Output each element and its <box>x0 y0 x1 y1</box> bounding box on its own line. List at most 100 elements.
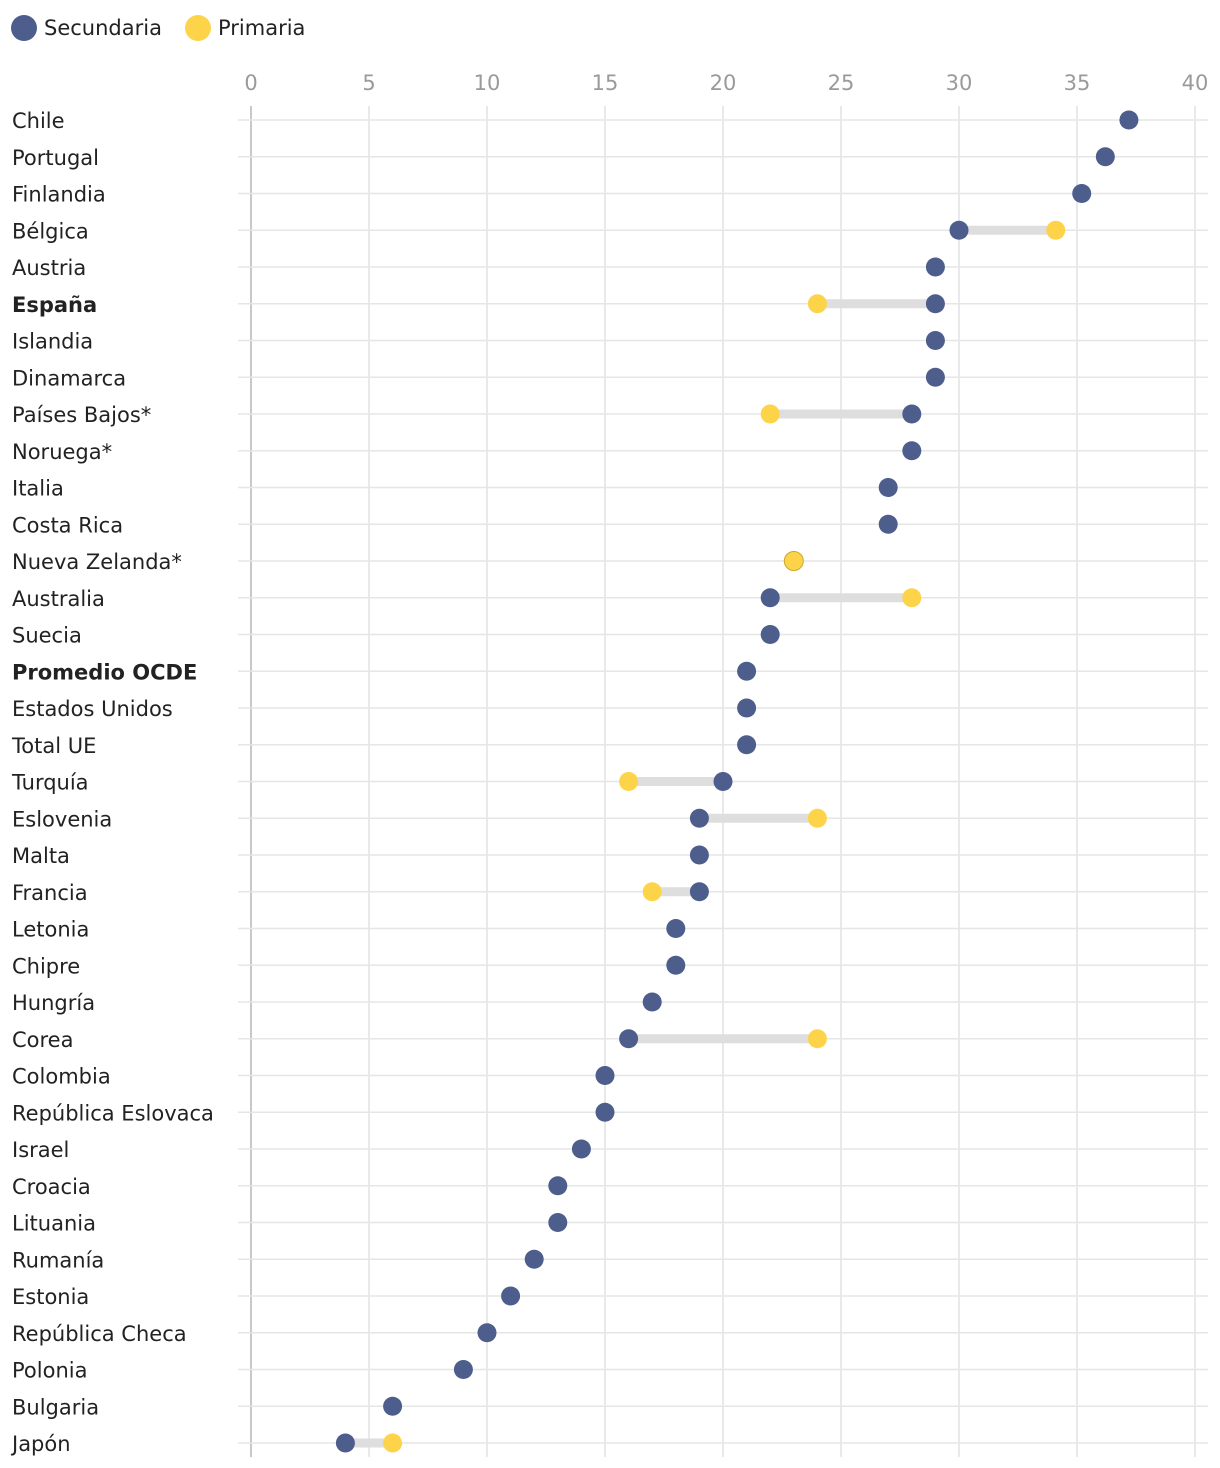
dot-secundaria <box>1095 147 1115 167</box>
tick-label-5: 5 <box>362 71 375 95</box>
dot-secundaria <box>902 404 922 424</box>
table-row: Polonia <box>12 1359 1208 1383</box>
table-row: Rumanía <box>12 1248 1208 1272</box>
table-row: Chile <box>12 109 1208 133</box>
dot-secundaria <box>760 588 780 608</box>
legend-item-secundaria: Secundaria <box>11 15 162 41</box>
category-label: Islandia <box>12 330 93 354</box>
table-row: Bélgica <box>12 219 1208 243</box>
table-row: Dinamarca <box>12 366 1208 390</box>
dot-primaria <box>783 551 804 571</box>
legend-swatch-primaria <box>185 15 211 41</box>
dot-secundaria <box>477 1323 497 1343</box>
x-axis-ticks: 0 5 10 15 20 25 30 35 40 <box>244 71 1208 95</box>
category-label: Estados Unidos <box>12 697 173 721</box>
category-label: Bélgica <box>12 219 89 243</box>
table-row: Islandia <box>12 330 1208 354</box>
dot-secundaria <box>548 1213 568 1232</box>
dot-secundaria <box>689 882 709 902</box>
table-row: Colombia <box>12 1065 1208 1089</box>
dot-secundaria <box>737 735 757 755</box>
table-row: Francia <box>12 881 1208 905</box>
table-row: Malta <box>12 844 1208 868</box>
dot-secundaria <box>689 845 709 865</box>
chart-rows: Chile Portugal Finlandia Bélgica Austria Espa… <box>10 109 1208 1456</box>
table-row: Croacia <box>12 1175 1208 1199</box>
tick-label-35: 35 <box>1064 71 1091 95</box>
tick-label-30: 30 <box>946 71 973 95</box>
category-label: Francia <box>12 881 88 905</box>
category-label: Dinamarca <box>12 366 126 390</box>
table-row: Estonia <box>12 1285 1208 1309</box>
dot-primaria <box>807 1029 827 1049</box>
legend-swatch-secundaria <box>11 15 37 41</box>
category-label: Finlandia <box>12 183 106 207</box>
category-label: Chipre <box>12 954 80 978</box>
dot-secundaria <box>595 1102 615 1122</box>
category-label: Portugal <box>12 146 99 170</box>
table-row: Italia <box>12 477 1208 501</box>
table-row: Noruega* <box>12 440 1208 464</box>
category-label: Croacia <box>12 1175 91 1199</box>
dot-secundaria <box>925 257 945 277</box>
category-label: Eslovenia <box>12 807 112 831</box>
category-label: Lituania <box>12 1212 96 1236</box>
dot-secundaria <box>666 919 686 938</box>
dot-primaria <box>619 772 639 791</box>
table-row: Chipre <box>12 954 1208 978</box>
tick-label-10: 10 <box>474 71 501 95</box>
category-label: Polonia <box>12 1359 87 1383</box>
table-row: Japón <box>10 1432 1208 1456</box>
category-label: Letonia <box>12 918 89 942</box>
category-label: Malta <box>12 844 70 868</box>
table-row: Corea <box>12 1028 1208 1052</box>
dot-secundaria <box>383 1396 403 1416</box>
dot-secundaria <box>737 698 757 718</box>
table-row: Nueva Zelanda* <box>12 550 1208 574</box>
dot-secundaria <box>925 367 945 387</box>
table-row: Bulgaria <box>12 1395 1208 1419</box>
category-label: Suecia <box>12 624 82 648</box>
category-label: Corea <box>12 1028 73 1052</box>
category-label: República Checa <box>12 1322 187 1346</box>
category-label: Noruega* <box>12 440 112 464</box>
table-row: Costa Rica <box>12 513 1208 537</box>
tick-label-0: 0 <box>244 71 257 95</box>
table-row: República Eslovaca <box>12 1101 1208 1125</box>
dot-secundaria <box>925 294 945 314</box>
table-row: Promedio OCDE <box>12 660 1208 684</box>
table-row: Israel <box>12 1138 1208 1162</box>
legend-item-primaria: Primaria <box>185 15 305 41</box>
category-label: Austria <box>12 256 86 280</box>
dot-secundaria <box>524 1249 544 1269</box>
category-label: Costa Rica <box>12 513 123 537</box>
category-label: Promedio OCDE <box>12 660 197 684</box>
table-row: Total UE <box>11 734 1208 758</box>
dot-primaria <box>1046 220 1066 240</box>
category-label: Turquía <box>11 771 89 795</box>
dot-primaria <box>760 404 780 424</box>
category-label: Colombia <box>12 1065 111 1089</box>
table-row: Turquía <box>11 771 1208 795</box>
legend: Secundaria Primaria <box>11 15 305 41</box>
tick-label-40: 40 <box>1182 71 1209 95</box>
category-label: Total UE <box>11 734 96 758</box>
dot-secundaria <box>595 1066 615 1085</box>
dot-secundaria <box>642 992 662 1012</box>
dot-secundaria <box>925 331 945 350</box>
dot-secundaria <box>453 1360 473 1379</box>
table-row: Países Bajos* <box>12 403 1208 427</box>
dot-secundaria <box>878 478 898 497</box>
table-row: Hungría <box>12 991 1208 1015</box>
dot-secundaria <box>1119 110 1139 130</box>
dot-secundaria <box>760 625 780 644</box>
category-label: Hungría <box>12 991 95 1015</box>
legend-label-primaria: Primaria <box>218 16 305 40</box>
category-label: Israel <box>12 1138 69 1162</box>
dot-primaria <box>642 882 662 902</box>
dot-secundaria <box>666 955 686 975</box>
dot-secundaria <box>949 220 969 240</box>
category-label: Chile <box>12 109 65 133</box>
category-label: Bulgaria <box>12 1395 99 1419</box>
